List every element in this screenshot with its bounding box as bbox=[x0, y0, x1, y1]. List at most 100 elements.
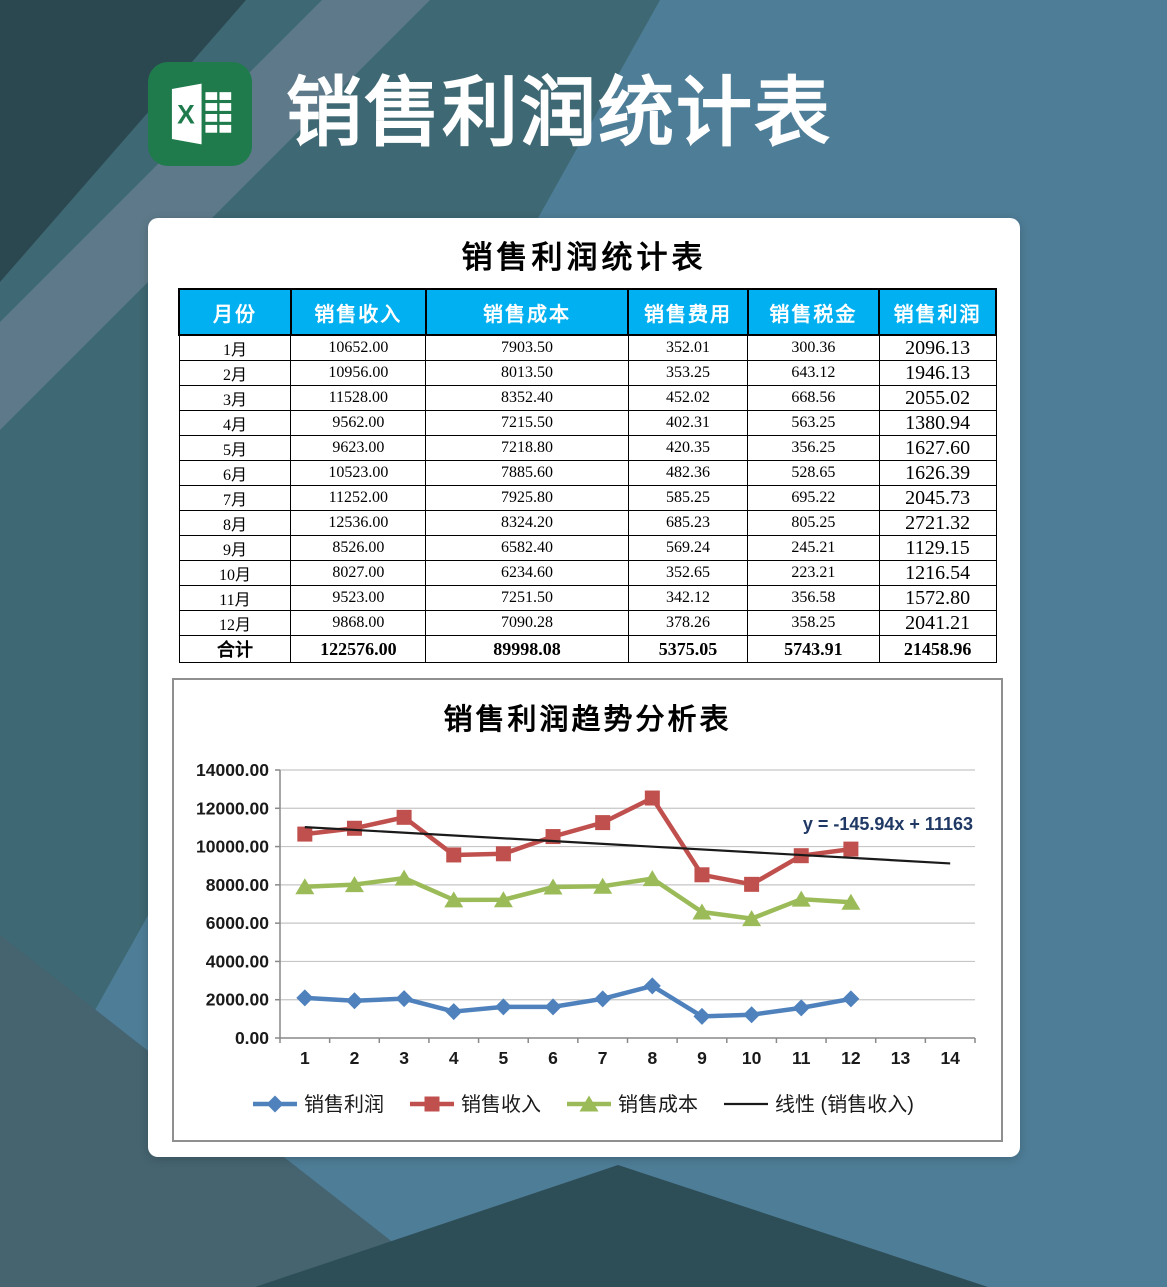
month-cell: 2月 bbox=[178, 360, 292, 386]
value-cell: 9523.00 bbox=[290, 585, 427, 611]
value-cell: 7218.80 bbox=[425, 435, 629, 461]
svg-text:8: 8 bbox=[647, 1048, 657, 1068]
value-cell: 300.36 bbox=[747, 334, 880, 361]
x-axis-labels: 1 2 3 4 5 6 7 8 9 10 11 12 13 14 bbox=[300, 1048, 960, 1068]
month-cell: 12月 bbox=[178, 610, 292, 636]
trendline bbox=[304, 826, 951, 865]
month-cell: 11月 bbox=[178, 585, 292, 611]
table-row: 9月 8526.00 6582.40 569.24 245.21 1129.15 bbox=[178, 535, 997, 561]
svg-text:13: 13 bbox=[891, 1048, 911, 1068]
value-cell: 6234.60 bbox=[425, 560, 629, 586]
value-cell: 245.21 bbox=[747, 535, 880, 561]
table-row: 7月 11252.00 7925.80 585.25 695.22 2045.73 bbox=[178, 485, 997, 511]
legend: 销售利润 销售收入 销售成本 线性 (销售收入) bbox=[253, 1093, 914, 1116]
svg-text:7: 7 bbox=[598, 1048, 608, 1068]
svg-text:0.00: 0.00 bbox=[235, 1028, 269, 1048]
value-cell: 7925.80 bbox=[425, 485, 629, 511]
value-cell: 685.23 bbox=[627, 510, 749, 536]
value-cell: 353.25 bbox=[627, 360, 749, 386]
month-cell: 3月 bbox=[178, 385, 292, 411]
svg-text:12: 12 bbox=[841, 1048, 861, 1068]
table-row: 5月 9623.00 7218.80 420.35 356.25 1627.60 bbox=[178, 435, 997, 461]
table-header-row: 月份 销售收入 销售成本 销售费用 销售税金 销售利润 bbox=[178, 288, 997, 336]
svg-text:11: 11 bbox=[792, 1048, 811, 1068]
value-cell: 402.31 bbox=[627, 410, 749, 436]
value-cell: 1129.15 bbox=[878, 535, 997, 561]
sales-table-head: 月份 销售收入 销售成本 销售费用 销售税金 销售利润 bbox=[178, 288, 997, 336]
month-cell: 10月 bbox=[178, 560, 292, 586]
svg-text:10000.00: 10000.00 bbox=[196, 837, 269, 857]
value-cell: 569.24 bbox=[627, 535, 749, 561]
series-2 bbox=[295, 869, 861, 927]
gridlines bbox=[280, 769, 975, 1001]
svg-text:6000.00: 6000.00 bbox=[206, 913, 270, 933]
column-header: 销售利润 bbox=[878, 288, 997, 336]
table-title: 销售利润统计表 bbox=[461, 240, 707, 275]
svg-text:9: 9 bbox=[697, 1048, 707, 1068]
value-cell: 8027.00 bbox=[290, 560, 427, 586]
table-row: 2月 10956.00 8013.50 353.25 643.12 1946.13 bbox=[178, 360, 997, 386]
column-header: 销售费用 bbox=[627, 288, 749, 336]
month-cell: 8月 bbox=[178, 510, 292, 536]
value-cell: 8352.40 bbox=[425, 385, 629, 411]
value-cell: 8526.00 bbox=[290, 535, 427, 561]
value-cell: 805.25 bbox=[747, 510, 880, 536]
svg-text:1: 1 bbox=[300, 1048, 310, 1068]
svg-text:10: 10 bbox=[742, 1048, 762, 1068]
excel-icon: X bbox=[148, 62, 252, 166]
table-row: 3月 11528.00 8352.40 452.02 668.56 2055.02 bbox=[178, 385, 997, 411]
value-cell: 9562.00 bbox=[290, 410, 427, 436]
value-cell: 12536.00 bbox=[290, 510, 427, 536]
value-cell: 7090.28 bbox=[425, 610, 629, 636]
month-cell: 6月 bbox=[178, 460, 292, 486]
equation-label: y = -145.94x + 11163 bbox=[803, 814, 973, 834]
value-cell: 2721.32 bbox=[878, 510, 997, 536]
sales-table-body: 1月 10652.00 7903.50 352.01 300.36 2096.13 2月 10… bbox=[178, 334, 997, 663]
svg-text:3: 3 bbox=[399, 1048, 409, 1068]
page-header: X 销售利润统计表 bbox=[148, 62, 832, 166]
y-axis-labels: 0.00 2000.00 4000.00 6000.00 8000.00 10000.00… bbox=[196, 760, 269, 1048]
svg-text:4000.00: 4000.00 bbox=[206, 951, 270, 971]
value-cell: 643.12 bbox=[747, 360, 880, 386]
value-cell: 1626.39 bbox=[878, 460, 997, 486]
table-row: 12月 9868.00 7090.28 378.26 358.25 2041.21 bbox=[178, 610, 997, 636]
page-title: 销售利润统计表 bbox=[286, 71, 832, 156]
value-cell: 10652.00 bbox=[290, 334, 427, 361]
svg-text:4: 4 bbox=[449, 1048, 459, 1068]
value-cell: 356.58 bbox=[747, 585, 880, 611]
value-cell: 5375.05 bbox=[627, 635, 749, 663]
trend-chart: 0.00 2000.00 4000.00 6000.00 8000.00 10000.00… bbox=[174, 680, 1001, 1140]
svg-text:2000.00: 2000.00 bbox=[206, 990, 270, 1010]
value-cell: 11528.00 bbox=[290, 385, 427, 411]
value-cell: 6582.40 bbox=[425, 535, 629, 561]
value-cell: 10523.00 bbox=[290, 460, 427, 486]
excel-icon-glyph: X bbox=[171, 83, 232, 145]
value-cell: 482.36 bbox=[627, 460, 749, 486]
value-cell: 7251.50 bbox=[425, 585, 629, 611]
svg-text:14: 14 bbox=[940, 1048, 960, 1068]
value-cell: 358.25 bbox=[747, 610, 880, 636]
value-cell: 585.25 bbox=[627, 485, 749, 511]
value-cell: 7215.50 bbox=[425, 410, 629, 436]
table-row: 11月 9523.00 7251.50 342.12 356.58 1572.80 bbox=[178, 585, 997, 611]
value-cell: 8013.50 bbox=[425, 360, 629, 386]
svg-text:X: X bbox=[177, 99, 195, 129]
content-card: 销售利润统计表 月份 销售收入 销售成本 销售费用 销售税金 销售利润 1月 10652.0… bbox=[148, 218, 1020, 1157]
value-cell: 2096.13 bbox=[878, 334, 997, 361]
svg-text:14000.00: 14000.00 bbox=[196, 760, 269, 780]
column-header: 销售成本 bbox=[424, 288, 630, 336]
value-cell: 420.35 bbox=[627, 435, 749, 461]
table-row: 10月 8027.00 6234.60 352.65 223.21 1216.54 bbox=[178, 560, 997, 586]
value-cell: 89998.08 bbox=[425, 635, 629, 663]
table-row: 合计 122576.00 89998.08 5375.05 5743.91 21458.9… bbox=[178, 635, 997, 663]
svg-text:销售利润: 销售利润 bbox=[304, 1093, 384, 1116]
value-cell: 528.65 bbox=[747, 460, 880, 486]
svg-text:销售成本: 销售成本 bbox=[618, 1093, 698, 1116]
month-cell: 4月 bbox=[178, 410, 292, 436]
value-cell: 1216.54 bbox=[878, 560, 997, 586]
value-cell: 352.65 bbox=[627, 560, 749, 586]
svg-text:5: 5 bbox=[499, 1048, 509, 1068]
value-cell: 342.12 bbox=[627, 585, 749, 611]
value-cell: 9868.00 bbox=[290, 610, 427, 636]
value-cell: 356.25 bbox=[747, 435, 880, 461]
